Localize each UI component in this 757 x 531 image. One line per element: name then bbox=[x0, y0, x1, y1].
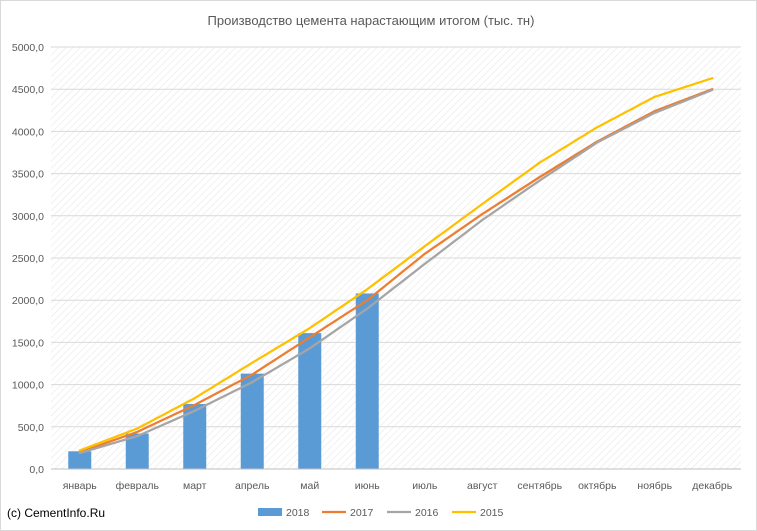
x-tick-label: май bbox=[300, 480, 319, 492]
bar-2018-2 bbox=[183, 404, 207, 469]
line-2016 bbox=[78, 88, 714, 455]
legend-label-2017: 2017 bbox=[350, 507, 374, 519]
gridlines bbox=[51, 46, 741, 428]
y-tick-label: 1000,0 bbox=[12, 380, 44, 392]
bar-2018-5 bbox=[355, 293, 379, 469]
x-axis: январь февраль март апрель май июнь июль август… bbox=[63, 480, 733, 492]
copyright-text: (c) CementInfo.Ru bbox=[7, 506, 106, 520]
legend-label-2015: 2015 bbox=[480, 507, 504, 519]
chart-title: Производство цемента нарастающим итогом … bbox=[208, 13, 535, 28]
y-tick-label: 4000,0 bbox=[12, 126, 44, 138]
x-tick-label: октябрь bbox=[578, 480, 617, 492]
x-tick-label: декабрь bbox=[692, 480, 732, 492]
y-tick-label: 500,0 bbox=[18, 422, 44, 434]
x-tick-label: январь bbox=[63, 480, 98, 492]
line-series bbox=[78, 77, 714, 455]
x-tick-label: февраль bbox=[116, 480, 160, 492]
y-tick-label: 3000,0 bbox=[12, 211, 44, 223]
legend: 2018 2017 2016 2015 bbox=[258, 507, 504, 519]
bar-2018-1 bbox=[125, 433, 149, 469]
y-axis: 0,0 500,0 1000,0 1500,0 2000,0 2500,0 3000,0 35… bbox=[12, 42, 44, 476]
bar-2018-4 bbox=[298, 333, 322, 469]
legend-label-2018: 2018 bbox=[286, 507, 310, 519]
x-tick-label: ноябрь bbox=[637, 480, 672, 492]
bar-2018-3 bbox=[240, 373, 264, 469]
x-tick-label: июнь bbox=[355, 480, 381, 492]
legend-swatch-2018 bbox=[258, 508, 282, 516]
y-tick-label: 2000,0 bbox=[12, 295, 44, 307]
y-tick-label: 5000,0 bbox=[12, 42, 44, 54]
y-tick-label: 2500,0 bbox=[12, 253, 44, 265]
y-tick-label: 4500,0 bbox=[12, 84, 44, 96]
bar-2018-0 bbox=[68, 451, 92, 469]
bar-series-2018 bbox=[68, 293, 379, 469]
line-2015 bbox=[78, 77, 714, 452]
x-tick-label: март bbox=[183, 480, 207, 492]
y-tick-label: 0,0 bbox=[29, 464, 44, 476]
x-tick-label: апрель bbox=[235, 480, 270, 492]
legend-label-2016: 2016 bbox=[415, 507, 439, 519]
x-tick-label: сентябрь bbox=[517, 480, 562, 492]
x-tick-label: июль bbox=[412, 480, 438, 492]
x-tick-label: август bbox=[467, 480, 498, 492]
y-tick-label: 3500,0 bbox=[12, 169, 44, 181]
y-tick-label: 1500,0 bbox=[12, 337, 44, 349]
